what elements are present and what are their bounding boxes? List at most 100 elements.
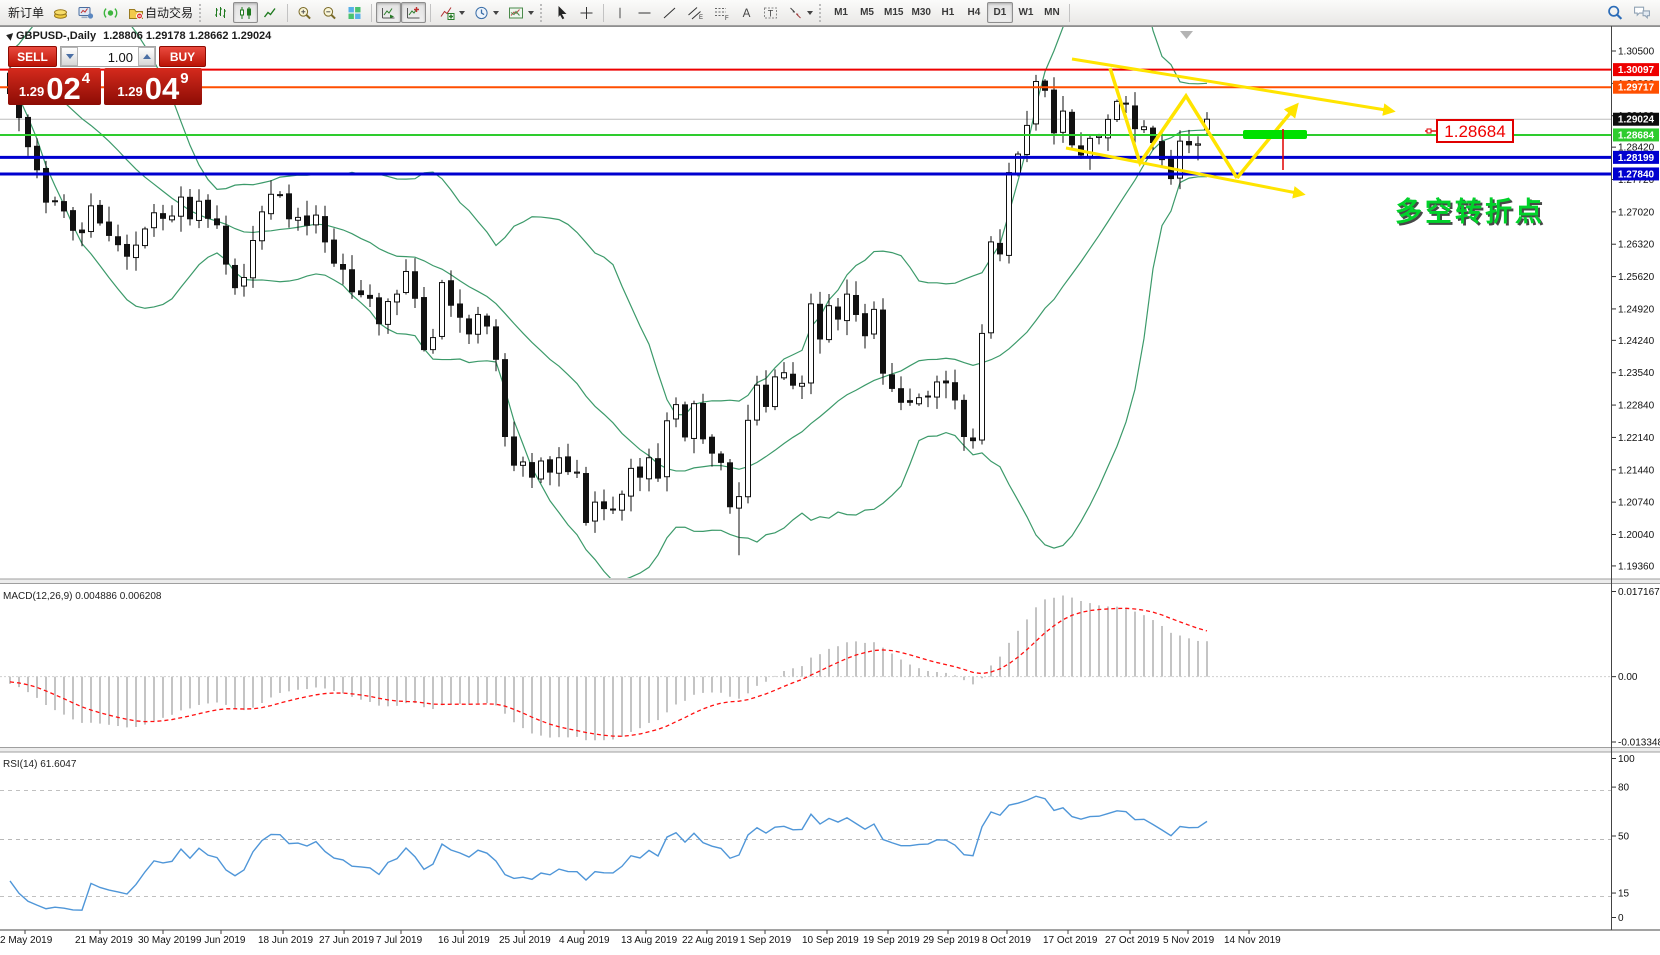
candle-body bbox=[943, 380, 949, 384]
candle-body bbox=[970, 437, 976, 442]
macd-label: MACD(12,26,9) 0.004886 0.006208 bbox=[3, 591, 162, 602]
arrows-tool-button[interactable] bbox=[783, 2, 817, 23]
callout-anchor-handle[interactable] bbox=[1426, 128, 1432, 134]
templates-button[interactable] bbox=[503, 2, 538, 23]
horizontal-line-tool-button[interactable] bbox=[632, 2, 657, 23]
candle-body bbox=[664, 420, 670, 478]
text-tool-button[interactable]: A bbox=[734, 2, 758, 23]
new-order-button[interactable]: 新订单 bbox=[4, 2, 48, 23]
zoom-out-button[interactable] bbox=[317, 2, 342, 23]
candle-body bbox=[574, 471, 580, 474]
candle-body bbox=[286, 193, 292, 220]
volume-increase-button[interactable] bbox=[138, 47, 155, 66]
chart-shift-marker[interactable] bbox=[1180, 31, 1193, 39]
price-callout-box[interactable] bbox=[1436, 119, 1514, 143]
timeframe-h1-button[interactable]: H1 bbox=[935, 2, 961, 23]
date-axis-label: 14 Nov 2019 bbox=[1224, 935, 1281, 946]
candle-body bbox=[529, 462, 535, 478]
volume-decrease-button[interactable] bbox=[61, 47, 78, 66]
candle-body bbox=[781, 372, 787, 379]
trendline-tool-button[interactable] bbox=[657, 2, 682, 23]
ask-price-box[interactable]: 1.29 04 9 bbox=[104, 68, 202, 105]
chart-shift-button[interactable] bbox=[401, 2, 427, 23]
candle-body bbox=[1159, 141, 1165, 161]
candle-body bbox=[583, 473, 589, 523]
price-callout-text: 1.28684 bbox=[1444, 122, 1505, 141]
auto-trading-label: 自动交易 bbox=[145, 6, 194, 20]
volume-input[interactable]: 1.00 bbox=[78, 47, 138, 66]
turning-point-label-shadow: 多空转折点 bbox=[1397, 198, 1547, 229]
candle-body bbox=[241, 276, 247, 287]
bollinger-middle-band bbox=[9, 67, 1208, 472]
svg-text:E: E bbox=[699, 15, 703, 21]
date-axis-label: 13 Aug 2019 bbox=[621, 935, 678, 946]
crosshair-tool-button[interactable] bbox=[574, 2, 599, 23]
lower-trendline-arrow[interactable] bbox=[1065, 146, 1306, 199]
macd-axis-tick-label: 0.00 bbox=[1618, 672, 1638, 683]
date-axis-label: 29 Sep 2019 bbox=[923, 935, 980, 946]
pane-splitter[interactable] bbox=[0, 579, 1660, 584]
candle-body bbox=[79, 229, 85, 234]
fibonacci-tool-button[interactable]: F bbox=[708, 2, 734, 23]
bar-chart-button[interactable] bbox=[208, 2, 233, 23]
price-level-badge bbox=[1613, 63, 1659, 77]
candle-body bbox=[853, 294, 859, 315]
chat-button[interactable] bbox=[1628, 2, 1656, 23]
chat-icon bbox=[1632, 4, 1652, 21]
timeframe-w1-button[interactable]: W1 bbox=[1013, 2, 1039, 23]
auto-trading-button[interactable]: 自动交易 bbox=[123, 2, 197, 23]
cursor-tool-button[interactable] bbox=[549, 2, 574, 23]
candle-body bbox=[538, 460, 544, 480]
timeframe-mn-button[interactable]: MN bbox=[1039, 2, 1065, 23]
timeframe-m15-button[interactable]: M15 bbox=[880, 2, 907, 23]
bid-price-box[interactable]: 1.29 02 4 bbox=[8, 68, 101, 105]
bar-chart-icon bbox=[212, 5, 229, 21]
candlestick-series bbox=[7, 64, 1210, 556]
tile-windows-button[interactable] bbox=[342, 2, 367, 23]
signals-button[interactable] bbox=[98, 2, 123, 23]
channel-tool-button[interactable]: E bbox=[682, 2, 708, 23]
turning-point-label[interactable]: 多空转折点 bbox=[1395, 196, 1545, 227]
pane-splitter[interactable] bbox=[0, 747, 1660, 753]
terminal-button[interactable] bbox=[73, 2, 98, 23]
funds-icon bbox=[52, 5, 69, 21]
timeframe-m30-button[interactable]: M30 bbox=[907, 2, 934, 23]
candle-body bbox=[151, 212, 157, 229]
svg-text:T: T bbox=[768, 8, 774, 18]
candle-body bbox=[709, 436, 715, 454]
price-level-badge bbox=[1613, 167, 1659, 181]
ask-price-big: 04 bbox=[144, 71, 180, 106]
candle-body bbox=[790, 373, 796, 386]
buy-button[interactable]: BUY bbox=[159, 46, 206, 67]
periods-button[interactable] bbox=[469, 2, 503, 23]
funds-button[interactable] bbox=[48, 2, 73, 23]
auto-scroll-button[interactable] bbox=[376, 2, 402, 23]
price-axis-tick-label: 1.23540 bbox=[1618, 368, 1655, 379]
timeframe-m5-button[interactable]: M5 bbox=[854, 2, 880, 23]
indicators-button[interactable] bbox=[435, 2, 469, 23]
candle-body bbox=[997, 242, 1003, 255]
chart-title: GBPUSD-,Daily 1.28806 1.29178 1.28662 1.… bbox=[4, 30, 271, 42]
price-scale[interactable]: 1.305001.298001.291001.284201.277201.270… bbox=[1612, 47, 1659, 573]
timeframe-h4-button[interactable]: H4 bbox=[961, 2, 987, 23]
zoom-in-button[interactable] bbox=[292, 2, 317, 23]
line-chart-button[interactable] bbox=[258, 2, 283, 23]
rsi-line bbox=[9, 795, 1208, 911]
upper-trendline-arrow[interactable] bbox=[1071, 57, 1396, 116]
breakout-arrow[interactable] bbox=[1235, 102, 1299, 180]
sell-button[interactable]: SELL bbox=[8, 46, 57, 67]
search-button[interactable] bbox=[1602, 2, 1628, 23]
candle-chart-button[interactable] bbox=[233, 2, 259, 23]
text-label-tool-button[interactable]: T bbox=[758, 2, 783, 23]
vertical-line-tool-button[interactable] bbox=[608, 2, 632, 23]
candle-body bbox=[25, 116, 31, 148]
candle-body bbox=[646, 457, 652, 480]
candle-body bbox=[439, 282, 445, 337]
price-level-badge bbox=[1613, 128, 1659, 142]
timeframe-m1-button[interactable]: M1 bbox=[828, 2, 854, 23]
timeframe-d1-button[interactable]: D1 bbox=[986, 2, 1013, 23]
zigzag-pattern[interactable] bbox=[1108, 67, 1239, 179]
support-highlight[interactable] bbox=[1243, 130, 1307, 139]
macd-axis-tick-label: 0.017167 bbox=[1618, 587, 1660, 598]
